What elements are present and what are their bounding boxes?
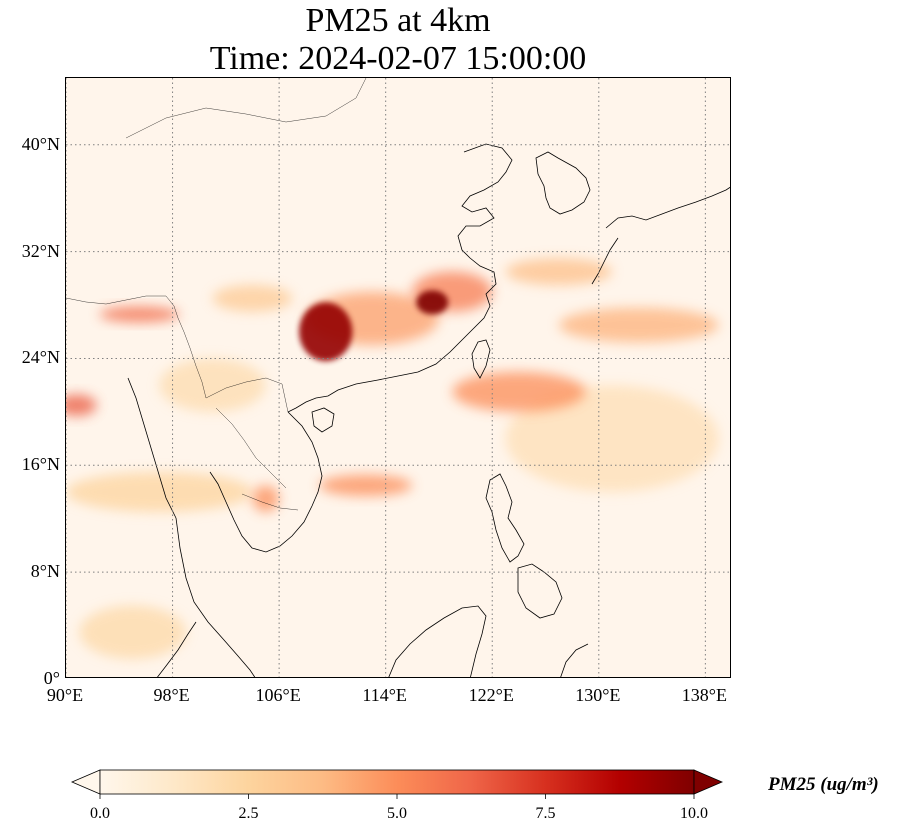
map-title-line-1: PM25 at 4km xyxy=(305,2,491,39)
map-canvas xyxy=(66,78,730,677)
pm25-plume xyxy=(319,474,413,497)
sumatra-outline xyxy=(157,621,197,677)
colorbar-max-extension xyxy=(693,769,724,795)
map-gridlines xyxy=(66,78,730,677)
andaman-coastline xyxy=(127,377,177,519)
pm25-plume xyxy=(66,394,97,416)
longitude-tick-label: 138°E xyxy=(681,685,727,705)
taiwan-outline xyxy=(471,339,491,379)
pm25-plume xyxy=(66,471,253,513)
colorbar xyxy=(70,769,724,799)
longitude-tick-label: 122°E xyxy=(468,685,514,705)
longitude-tick-label: 90°E xyxy=(46,685,84,705)
colorbar-tick-label: 0.0 xyxy=(90,805,110,822)
border-china-mongolia xyxy=(125,78,367,139)
pm25-plume xyxy=(452,371,586,412)
latitude-tick-label: 0° xyxy=(43,668,60,688)
colorbar-tick-marks xyxy=(99,794,695,799)
new-guinea-outline xyxy=(560,643,589,677)
latitude-tick-label: 24°N xyxy=(21,347,60,368)
colorbar-tick-label: 7.5 xyxy=(535,805,556,822)
borneo-outline xyxy=(388,605,487,677)
map-panel xyxy=(65,77,731,678)
pm25-plume xyxy=(558,307,719,343)
latitude-tick-label: 40°N xyxy=(21,133,60,154)
latitude-tick-label: 16°N xyxy=(21,454,60,475)
colorbar-label: PM25 (ug/m³) xyxy=(768,774,879,795)
longitude-tick-label: 106°E xyxy=(255,685,301,705)
latitude-tick-label: 8°N xyxy=(30,561,60,582)
pm25-plume xyxy=(505,258,613,286)
colorbar-tick-label: 2.5 xyxy=(238,805,259,822)
map-title-line-2: Time: 2024-02-07 15:00:00 xyxy=(209,40,587,77)
japan-outline xyxy=(591,186,730,285)
longitude-tick-label: 114°E xyxy=(362,685,407,705)
korea-outline xyxy=(535,151,591,215)
colorbar-tick-label: 5.0 xyxy=(387,805,407,822)
pm25-plume xyxy=(99,306,180,323)
border-cambodia xyxy=(241,493,299,511)
colorbar-tick-label: 10.0 xyxy=(680,805,708,822)
pm25-plume xyxy=(252,485,280,513)
longitude-tick-label: 130°E xyxy=(575,685,621,705)
pm25-plume xyxy=(299,302,353,362)
latitude-tick-label: 32°N xyxy=(21,240,60,261)
pm25-plume xyxy=(159,358,266,412)
malay-peninsula-coastline xyxy=(175,517,256,677)
border-laos-thailand xyxy=(215,407,287,489)
pm25-plume xyxy=(416,290,449,315)
border-myanmar xyxy=(177,317,207,399)
longitude-tick-label: 98°E xyxy=(153,685,190,705)
china-coastline xyxy=(287,143,513,413)
pm25-plume xyxy=(79,605,186,659)
colorbar-min-extension xyxy=(70,769,101,795)
colorbar-gradient xyxy=(99,769,695,795)
indochina-coastline xyxy=(209,411,323,553)
border-laos-china xyxy=(205,377,289,413)
coastlines xyxy=(127,143,730,677)
hainan-outline xyxy=(311,407,335,433)
pm25-plume xyxy=(212,285,293,312)
